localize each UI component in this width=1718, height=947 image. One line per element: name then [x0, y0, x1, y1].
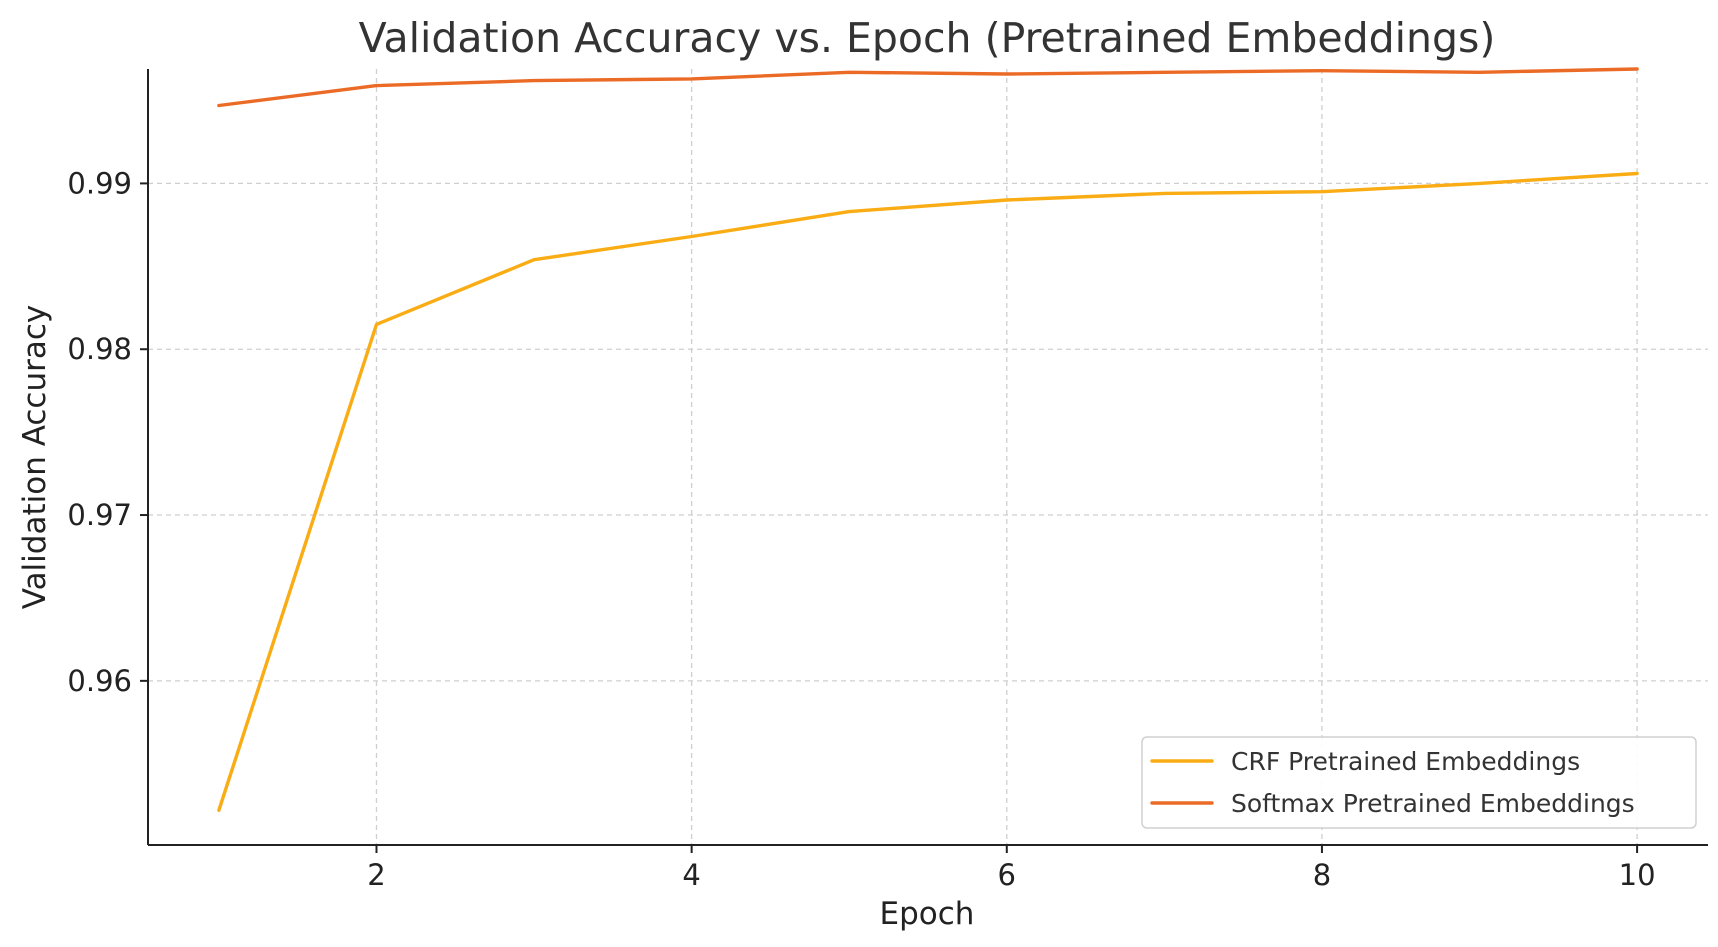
legend: CRF Pretrained Embeddings Softmax Pretra… — [1141, 736, 1697, 829]
axis-ticks: 2 4 6 8 10 0.96 0.97 0.98 0.99 — [67, 166, 1655, 892]
y-tick-label: 0.99 — [67, 166, 132, 200]
y-axis-label: Validation Accuracy — [17, 305, 53, 609]
series-line-crf — [217, 171, 1639, 812]
legend-box — [1141, 736, 1697, 829]
x-tick-label: 2 — [367, 858, 385, 892]
x-tick-label: 8 — [1313, 858, 1331, 892]
series-lines — [217, 67, 1639, 812]
y-tick-label: 0.96 — [67, 664, 132, 698]
y-tick-label: 0.98 — [67, 332, 132, 366]
series-line-softmax — [217, 67, 1639, 108]
grid-lines — [148, 69, 1708, 845]
y-tick-label: 0.97 — [67, 498, 132, 532]
x-tick-label: 10 — [1619, 858, 1656, 892]
x-axis-label: Epoch — [880, 896, 975, 932]
x-tick-label: 4 — [682, 858, 700, 892]
legend-label-softmax: Softmax Pretrained Embeddings — [1231, 789, 1635, 818]
chart-title: Validation Accuracy vs. Epoch (Pretraine… — [359, 14, 1496, 62]
x-tick-label: 6 — [998, 858, 1016, 892]
legend-label-crf: CRF Pretrained Embeddings — [1231, 747, 1580, 776]
